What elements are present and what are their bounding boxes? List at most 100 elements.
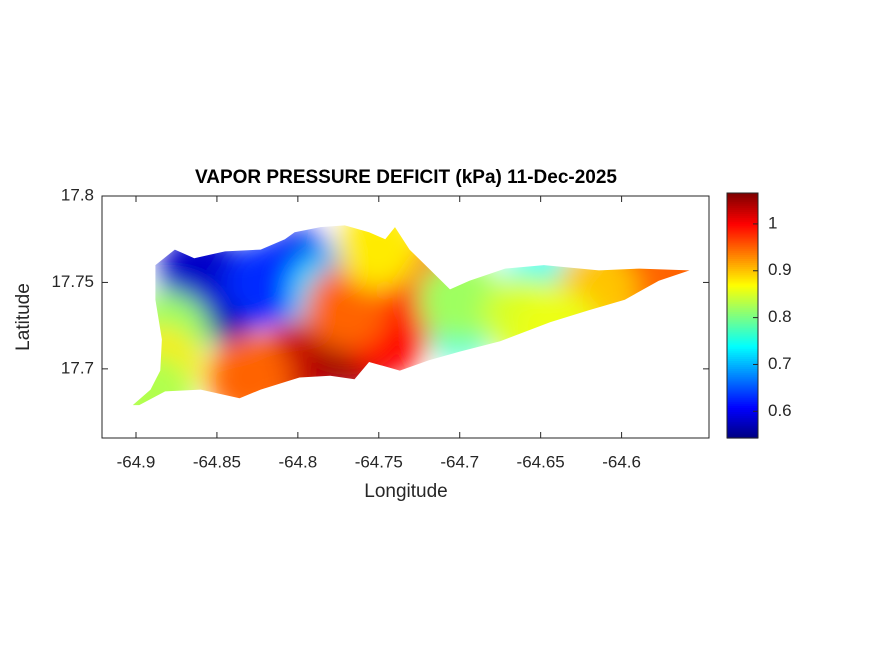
colorbar-swatch <box>727 358 758 362</box>
x-tick-label: -64.6 <box>602 452 641 471</box>
field-sample <box>417 257 502 342</box>
colorbar-tick-label: 0.7 <box>768 354 792 373</box>
colorbar-swatch <box>727 213 758 217</box>
colorbar-swatch <box>727 427 758 431</box>
colorbar-swatch <box>727 262 758 266</box>
colorbar-swatch <box>727 348 758 351</box>
colorbar-swatch <box>727 335 758 339</box>
colorbar-swatch <box>727 319 758 323</box>
colorbar-swatch <box>727 395 758 398</box>
colorbar-swatch <box>727 399 758 402</box>
colorbar-swatch <box>727 201 758 204</box>
colorbar-swatch <box>727 425 758 429</box>
y-tick-label: 17.8 <box>61 185 94 204</box>
colorbar-swatch <box>727 252 758 255</box>
colorbar-swatch <box>727 250 758 253</box>
colorbar-swatch <box>727 356 758 359</box>
colorbar-swatch <box>727 217 758 221</box>
colorbar-swatch <box>727 297 758 300</box>
colorbar-swatch <box>727 229 758 233</box>
colorbar-swatch <box>727 411 758 415</box>
colorbar-swatch <box>727 419 758 423</box>
colorbar-swatch <box>727 374 758 378</box>
colorbar-tick-label: 1 <box>768 213 777 232</box>
colorbar-swatch <box>727 272 758 276</box>
colorbar-swatch <box>727 266 758 270</box>
colorbar-swatch <box>727 391 758 394</box>
colorbar-swatch <box>727 207 758 210</box>
colorbar-swatch <box>727 409 758 413</box>
x-tick-label: -64.85 <box>193 452 241 471</box>
x-tick-label: -64.7 <box>440 452 479 471</box>
field-sample <box>132 352 195 406</box>
colorbar-swatch <box>727 317 758 321</box>
colorbar-swatch <box>727 364 758 368</box>
y-axis-label: Latitude <box>13 283 34 351</box>
x-tick-label: -64.9 <box>117 452 156 471</box>
colorbar-swatch <box>727 370 758 374</box>
x-axis-label: Longitude <box>364 481 447 502</box>
colorbar-swatch <box>727 327 758 331</box>
colorbar-swatch <box>727 254 758 257</box>
chart-title: VAPOR PRESSURE DEFICIT (kPa) 11-Dec-2025 <box>195 167 617 188</box>
colorbar-swatch <box>727 421 758 425</box>
colorbar-swatch <box>727 393 758 396</box>
colorbar-swatch <box>727 417 758 421</box>
colorbar-swatch <box>727 195 758 198</box>
colorbar-swatch <box>727 235 758 239</box>
colorbar-swatch <box>727 342 758 345</box>
colorbar-swatch <box>727 376 758 380</box>
colorbar <box>727 193 758 439</box>
colorbar-tick-label: 0.9 <box>768 260 792 279</box>
colorbar-swatch <box>727 413 758 417</box>
colorbar-swatch <box>727 397 758 400</box>
colorbar-swatch <box>727 282 758 286</box>
colorbar-tick-label: 0.8 <box>768 307 792 326</box>
colorbar-swatch <box>727 260 758 264</box>
colorbar-swatch <box>727 405 758 408</box>
colorbar-swatch <box>727 354 758 357</box>
colorbar-swatch <box>727 362 758 366</box>
axes-box <box>101 195 710 439</box>
colorbar-swatch <box>727 256 758 259</box>
colorbar-swatch <box>727 291 758 294</box>
colorbar-swatch <box>727 193 758 196</box>
colorbar-swatch <box>727 225 758 229</box>
colorbar-swatch <box>727 311 758 315</box>
colorbar-swatch <box>727 264 758 268</box>
colorbar-swatch <box>727 278 758 282</box>
colorbar-swatch <box>727 197 758 200</box>
colorbar-swatch <box>727 372 758 376</box>
colorbar-swatch <box>727 270 758 274</box>
colorbar-swatch <box>727 423 758 427</box>
colorbar-box <box>726 192 759 439</box>
colorbar-swatch <box>727 242 758 245</box>
colorbar-swatch <box>727 295 758 298</box>
colorbar-swatch <box>727 346 758 349</box>
colorbar-swatch <box>727 211 758 215</box>
colorbar-swatch <box>727 309 758 313</box>
colorbar-swatch <box>727 246 758 249</box>
colorbar-swatch <box>727 221 758 225</box>
x-tick-label: -64.8 <box>278 452 317 471</box>
colorbar-swatch <box>727 403 758 406</box>
colorbar-swatch <box>727 239 758 243</box>
colorbar-swatch <box>727 199 758 202</box>
colorbar-swatch <box>727 215 758 219</box>
colorbar-swatch <box>727 284 758 288</box>
colorbar-swatch <box>727 223 758 227</box>
y-tick-label: 17.7 <box>61 358 94 377</box>
colorbar-swatch <box>727 209 758 212</box>
colorbar-swatch <box>727 415 758 419</box>
colorbar-swatch <box>727 276 758 280</box>
colorbar-swatch <box>727 329 758 333</box>
colorbar-swatch <box>727 407 758 411</box>
colorbar-swatch <box>727 268 758 272</box>
colorbar-swatch <box>727 325 758 329</box>
colorbar-swatch <box>727 431 758 435</box>
colorbar-swatch <box>727 384 758 388</box>
colorbar-swatch <box>727 360 758 364</box>
colorbar-swatch <box>727 368 758 372</box>
colorbar-swatch <box>727 389 758 392</box>
